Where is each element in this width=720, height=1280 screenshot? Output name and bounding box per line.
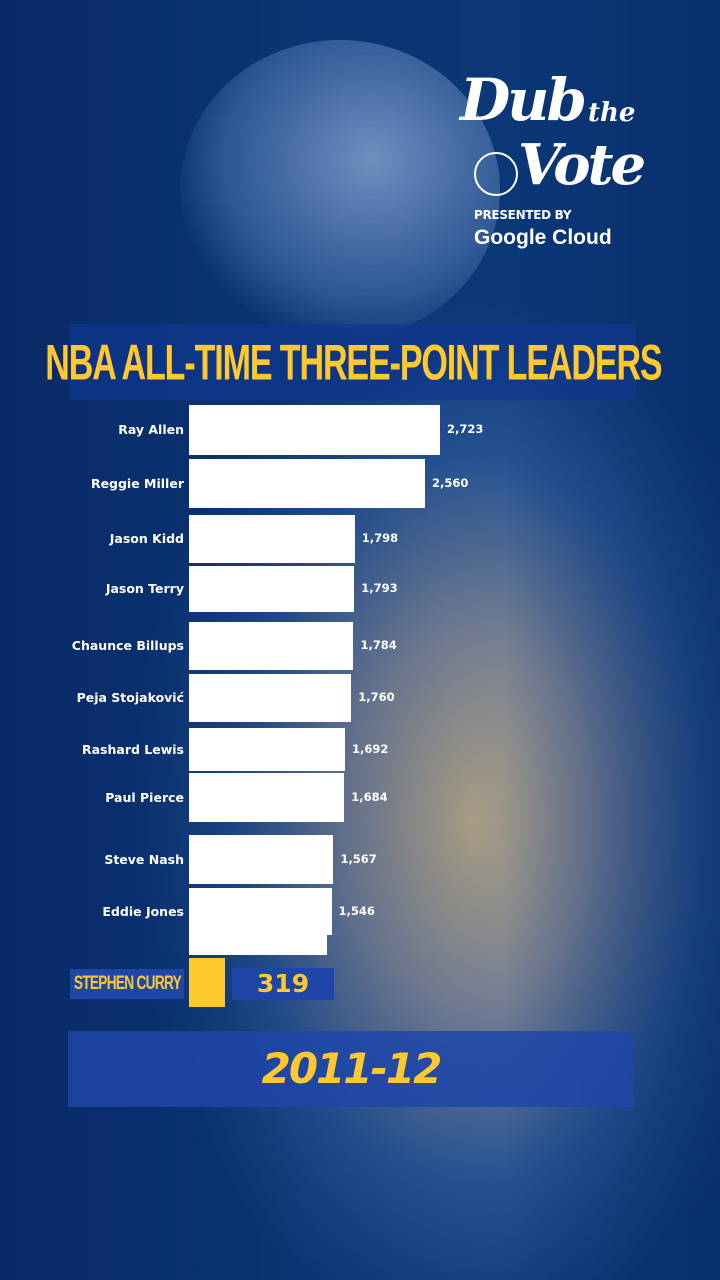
transition-bar: [189, 935, 327, 955]
presented-by: PRESENTED BY: [474, 208, 572, 222]
bar-label: Chaunce Billups: [71, 638, 184, 653]
bar-value: 1,760: [358, 690, 395, 704]
bar-label: Rashard Lewis: [81, 741, 184, 757]
logo-dub: Dub: [460, 66, 587, 134]
dub-the-vote-logo: Dub the Vote PRESENTED BY Google Cloud: [460, 70, 680, 260]
bar-label: Jason Kidd: [109, 531, 184, 546]
bridge-icon: [474, 152, 518, 196]
bar-value: 1,692: [351, 741, 389, 756]
bar: [189, 459, 425, 508]
bar: [189, 622, 354, 670]
bar: [189, 515, 355, 563]
bar: [189, 566, 355, 612]
highlight-value: 319: [232, 968, 334, 1000]
bar-value: 1,567: [340, 851, 377, 866]
logo-the: the: [588, 98, 636, 128]
bar: [189, 888, 332, 935]
bar-value: 2,560: [431, 475, 469, 490]
bar-value: 1,546: [338, 903, 375, 918]
highlight-label: STEPHEN CURRY: [73, 973, 181, 994]
bar: [189, 773, 345, 822]
bar-label: Reggie Miller: [90, 475, 184, 491]
chart-title-banner: NBA ALL-TIME THREE-POINT LEADERS: [45, 324, 662, 400]
player-photo: [180, 40, 500, 340]
bar-label: Jason Terry: [105, 581, 184, 596]
highlight-label-box: STEPHEN CURRY: [70, 969, 184, 999]
bar-value: 1,798: [361, 531, 399, 545]
highlight-bar: [189, 958, 225, 1007]
bar-value: 2,723: [447, 422, 484, 436]
bar-value: 1,793: [361, 581, 398, 595]
sponsor: Google Cloud: [474, 226, 612, 249]
bar-label: Steve Nash: [104, 851, 184, 867]
bar-value: 1,784: [360, 638, 397, 652]
bar: [189, 835, 334, 884]
bar-label: Eddie Jones: [102, 903, 184, 919]
bar-label: Peja Stojaković: [76, 690, 184, 705]
season-label: 2011-12: [68, 1031, 634, 1107]
bar: [189, 405, 440, 455]
bar: [189, 728, 345, 771]
bar: [189, 674, 352, 722]
bar-label: Paul Pierce: [105, 789, 184, 805]
logo-vote: Vote: [518, 132, 646, 198]
bar-value: 1,684: [351, 789, 388, 804]
bar-label: Ray Allen: [118, 422, 184, 437]
chart-title: NBA ALL-TIME THREE-POINT LEADERS: [44, 333, 662, 391]
